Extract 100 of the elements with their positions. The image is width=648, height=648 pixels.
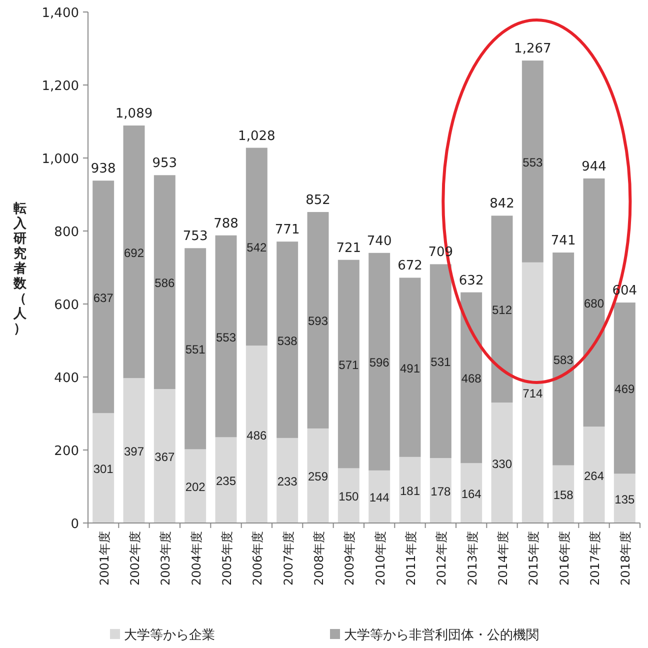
bar (307, 428, 329, 523)
x-tick-label: 2003年度 (158, 531, 173, 586)
data-label: 235 (216, 474, 236, 488)
data-label: 553 (522, 155, 543, 170)
bar (276, 438, 298, 523)
bar (92, 180, 114, 414)
bar (246, 346, 268, 523)
bar (276, 242, 298, 438)
total-label: 753 (182, 229, 208, 244)
bar (246, 148, 268, 346)
data-label: 692 (124, 246, 144, 260)
bar (522, 262, 544, 523)
data-label: 135 (614, 492, 635, 506)
bar (491, 216, 513, 403)
data-label: 571 (338, 358, 359, 372)
data-label: 553 (216, 330, 236, 344)
data-label: 367 (154, 450, 175, 464)
bar (460, 292, 482, 464)
bar (522, 60, 544, 262)
data-label: 486 (246, 428, 267, 442)
y-tick-label: 800 (54, 225, 79, 240)
total-label: 672 (398, 258, 422, 274)
x-tick-label: 2017年度 (588, 531, 602, 586)
x-tick-label: 2013年度 (465, 531, 480, 586)
y-tick-label: 1,200 (42, 79, 79, 94)
data-label: 593 (308, 314, 328, 328)
data-label: 586 (154, 276, 175, 290)
x-tick-label: 2005年度 (220, 531, 234, 586)
data-label: 178 (430, 484, 451, 499)
x-tick-label: 2002年度 (128, 531, 142, 586)
y-tick-label: 1,400 (42, 6, 79, 21)
bar (154, 389, 176, 523)
text: 転入研究者数（人） (14, 202, 26, 336)
data-label: 538 (277, 334, 298, 348)
bar (123, 126, 145, 378)
data-label: 164 (461, 487, 482, 502)
total-label: 740 (366, 234, 392, 249)
x-tick-label: 2004年度 (189, 531, 204, 586)
data-label: 181 (400, 484, 420, 498)
x-tick-label: 2001年度 (97, 531, 112, 586)
total-label: 1,028 (238, 128, 276, 144)
data-label: 397 (124, 444, 144, 459)
bar (614, 302, 636, 474)
data-label: 551 (185, 342, 206, 357)
bar (552, 465, 574, 523)
bar (184, 248, 206, 450)
total-label: 938 (90, 162, 116, 177)
data-label: 144 (369, 490, 390, 505)
x-tick-label: 2007年度 (281, 531, 296, 586)
data-label: 468 (461, 372, 482, 386)
bar (399, 456, 421, 523)
x-tick-label: 2006年度 (250, 531, 265, 586)
bar (552, 252, 574, 466)
data-label: 264 (584, 468, 604, 483)
x-tick-label: 2011年度 (404, 531, 418, 586)
total-label: 788 (214, 216, 238, 232)
total-label: 944 (582, 159, 606, 174)
legend-label: 大学等から企業 (124, 628, 215, 643)
x-tick-label: 2010年度 (373, 531, 388, 586)
bar (614, 474, 636, 523)
bar (307, 212, 329, 428)
y-tick-label: 1,000 (42, 152, 79, 167)
x-tick-label: 2008年度 (312, 531, 326, 586)
total-label: 741 (550, 234, 576, 249)
y-tick-label: 0 (70, 517, 79, 532)
bar (338, 260, 360, 468)
x-tick-label: 2018年度 (618, 531, 633, 586)
bar (92, 413, 114, 523)
bar (368, 470, 390, 523)
data-label: 469 (614, 382, 635, 396)
bar (583, 178, 605, 427)
bar (460, 463, 482, 523)
data-label: 158 (553, 488, 574, 502)
data-label: 491 (400, 361, 420, 376)
bar (123, 378, 145, 523)
x-tick-label: 2009年度 (342, 531, 357, 586)
data-label: 512 (492, 303, 512, 318)
data-label: 330 (492, 456, 512, 471)
legend-label: 大学等から非営利団体・公的機関 (344, 628, 539, 643)
total-label: 632 (458, 273, 484, 288)
total-label: 842 (490, 196, 514, 212)
bar (368, 252, 390, 470)
total-label: 852 (306, 193, 330, 208)
bar (491, 402, 513, 523)
bar (583, 426, 605, 523)
bar (430, 458, 452, 523)
bar (215, 235, 237, 438)
data-label: 259 (308, 470, 328, 484)
x-tick-label: 2014年度 (496, 531, 510, 586)
total-label: 1,267 (514, 42, 552, 57)
x-tick-label: 2015年度 (526, 531, 541, 586)
total-label: 1,089 (115, 106, 153, 122)
total-label: 953 (152, 156, 178, 172)
bar (215, 437, 237, 523)
bar (154, 175, 176, 390)
total-label: 771 (274, 222, 300, 238)
data-label: 531 (430, 355, 451, 370)
data-label: 680 (584, 296, 604, 311)
data-label: 233 (277, 474, 298, 488)
bar (430, 264, 452, 458)
